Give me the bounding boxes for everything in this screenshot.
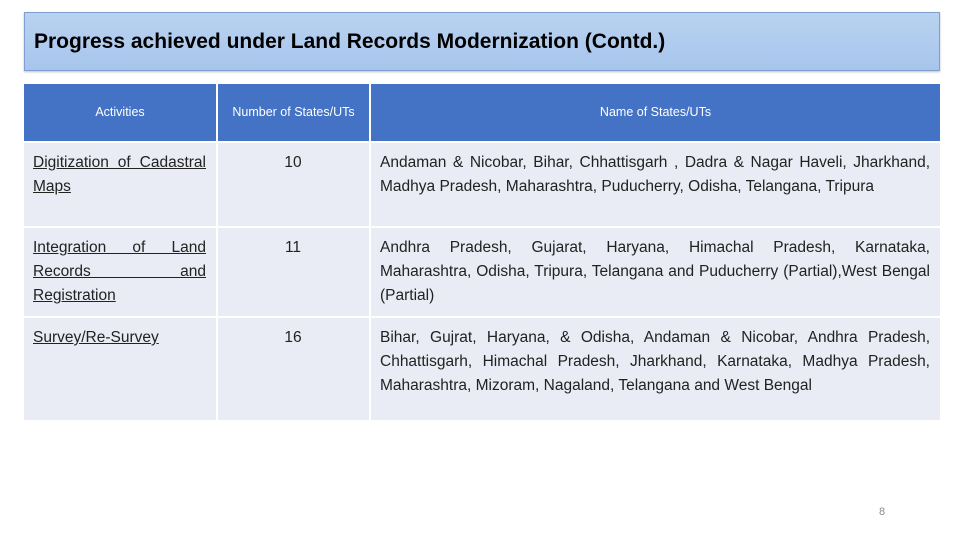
activity-cell: Digitization of Cadastral Maps	[24, 142, 218, 228]
states-cell: Andaman & Nicobar, Bihar, Chhattisgarh ,…	[370, 142, 940, 228]
title-banner: Progress achieved under Land Records Mod…	[24, 12, 940, 71]
header-activities: Activities	[24, 84, 218, 143]
table-row: Integration of Land Records and Registra…	[24, 227, 940, 318]
count-cell: 10	[217, 142, 371, 228]
count-cell: 16	[217, 317, 371, 422]
table-row: Survey/Re-Survey 16 Bihar, Gujrat, Harya…	[24, 317, 940, 422]
header-number-of-states: Number of States/UTs	[217, 84, 371, 143]
states-cell: Bihar, Gujrat, Haryana, & Odisha, Andama…	[370, 317, 940, 422]
progress-table: Activities Number of States/UTs Name of …	[24, 84, 940, 422]
count-cell: 11	[217, 227, 371, 318]
page-number: 8	[878, 506, 886, 518]
header-names-of-states: Name of States/UTs	[370, 84, 940, 143]
table-row: Digitization of Cadastral Maps 10 Andama…	[24, 142, 940, 228]
states-cell: Andhra Pradesh, Gujarat, Haryana, Himach…	[370, 227, 940, 318]
page-title: Progress achieved under Land Records Mod…	[34, 29, 666, 53]
activity-cell: Integration of Land Records and Registra…	[24, 227, 218, 318]
activity-cell: Survey/Re-Survey	[24, 317, 218, 422]
table-header-row: Activities Number of States/UTs Name of …	[24, 84, 940, 143]
